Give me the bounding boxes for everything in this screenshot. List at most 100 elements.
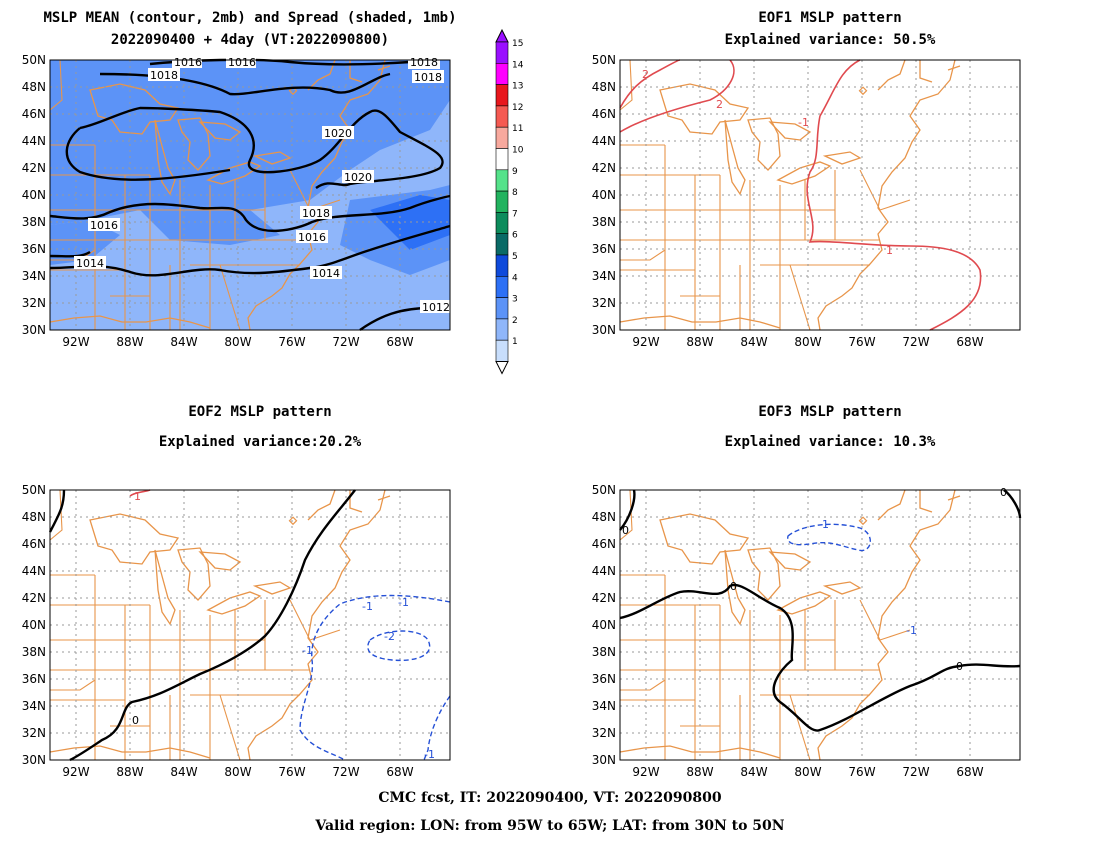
lat-tick-label: 42N [22,591,46,605]
lon-tick-label: 92W [62,335,89,349]
colorbar-swatch [495,190,509,213]
svg-text:1014: 1014 [76,257,104,270]
colorbar-swatch [495,84,509,107]
lat-tick-label: 44N [592,134,616,148]
lat-tick-label: 38N [592,645,616,659]
svg-text:1014: 1014 [312,267,340,280]
lat-tick-label: 34N [22,269,46,283]
svg-text:2: 2 [642,68,649,81]
lat-tick-label: 32N [592,296,616,310]
colorbar-swatch [495,105,509,128]
svg-text:-1: -1 [424,748,435,761]
colorbar-label: 15 [512,39,523,49]
spread-shading-level3b [50,220,120,265]
eof3-lon-ticks: 92W 88W 84W 80W 76W 72W 68W [632,765,983,779]
lat-tick-label: 50N [22,53,46,67]
colorbar-swatch [495,212,509,234]
eof2-lat-ticks: 50N 48N 46N 44N 42N 40N 38N 36N 34N 32N 30N [22,483,46,767]
lat-tick-label: 36N [592,672,616,686]
colorbar-swatch [495,318,509,341]
lat-tick-label: 40N [592,188,616,202]
lon-tick-label: 68W [956,335,983,349]
svg-text:1020: 1020 [344,171,372,184]
lat-tick-label: 40N [592,618,616,632]
lon-tick-label: 72W [332,765,359,779]
colorbar-label: 6 [512,231,518,241]
lat-tick-label: 46N [22,537,46,551]
mean-contour-labels: 1016 1016 1018 1018 1018 1020 1020 1018 … [74,56,452,314]
eof3-lat-ticks: 50N 48N 46N 44N 42N 40N 38N 36N 34N 32N 30N [592,483,616,767]
lat-tick-label: 44N [22,134,46,148]
colorbar-swatch [495,233,509,256]
svg-text:0: 0 [956,660,963,673]
svg-text:2: 2 [716,98,723,111]
lat-tick-label: 50N [592,53,616,67]
lat-tick-label: 36N [22,242,46,256]
mean-lat-ticks: 50N 48N 46N 44N 42N 40N 38N 36N 34N 32N 30N [22,53,46,337]
colorbar-label: 11 [512,124,523,134]
colorbar-top-arrow [495,28,509,43]
mean-map: 1016 1016 1018 1018 1018 1020 1020 1018 … [22,53,452,349]
lon-tick-label: 80W [794,335,821,349]
svg-text:1012: 1012 [422,301,450,314]
colorbar-swatch [495,62,509,85]
svg-text:1018: 1018 [150,69,178,82]
eof3-title: EOF3 MSLP pattern Explained variance: 10… [630,404,1030,450]
colorbar: 15 14 13 12 11 10 9 8 7 6 5 4 3 2 1 [495,28,524,375]
eof3-title-line1: EOF3 MSLP pattern [758,404,902,420]
lon-tick-label: 92W [632,335,659,349]
colorbar-swatch [495,41,509,64]
colorbar-label: 8 [512,188,518,198]
footer-line1: CMC fcst, IT: 2022090400, VT: 2022090800 [378,790,722,806]
lat-tick-label: 42N [22,161,46,175]
lon-tick-label: 80W [794,765,821,779]
svg-text:1016: 1016 [90,219,118,232]
eof2-contour-labels: 1 0 -1 -2 -1 -1 -1 [132,490,435,761]
colorbar-label: 14 [512,60,524,70]
footer-line2: Valid region: LON: from 95W to 65W; LAT:… [315,818,785,834]
lon-tick-label: 68W [386,765,413,779]
lat-tick-label: 48N [592,80,616,94]
colorbar-swatch [495,297,509,320]
lon-tick-label: 76W [848,765,875,779]
lat-tick-label: 40N [22,618,46,632]
svg-text:1016: 1016 [228,56,256,69]
lat-tick-label: 40N [22,188,46,202]
lat-tick-label: 32N [592,726,616,740]
svg-text:-1: -1 [906,624,917,637]
svg-text:1020: 1020 [324,127,352,140]
lon-tick-label: 84W [740,765,767,779]
lon-tick-label: 92W [632,765,659,779]
lon-tick-label: 88W [116,335,143,349]
eof1-map: 2 2 -1 1 50N 48N 46N 44N 42N 40N 38N 36N 34N 32N 3… [592,53,1021,349]
colorbar-label: 10 [512,146,524,156]
svg-text:1018: 1018 [410,56,438,69]
colorbar-bottom-arrow [495,361,509,375]
colorbar-swatch [495,254,509,277]
lat-tick-label: 32N [22,726,46,740]
lat-tick-label: 48N [22,80,46,94]
colorbar-swatch [495,169,509,192]
lon-tick-label: 88W [686,335,713,349]
lon-tick-label: 84W [170,335,197,349]
lat-tick-label: 48N [22,510,46,524]
lon-tick-label: 76W [278,335,305,349]
lon-tick-label: 80W [224,765,251,779]
lat-tick-label: 30N [22,753,46,767]
colorbar-label: 5 [512,252,518,262]
lat-tick-label: 30N [22,323,46,337]
svg-text:1: 1 [886,244,893,257]
svg-text:1018: 1018 [414,71,442,84]
mean-lon-ticks: 92W 88W 84W 80W 76W 72W 68W [62,335,413,349]
colorbar-swatch [495,148,509,171]
lon-tick-label: 84W [170,765,197,779]
lon-tick-label: 72W [902,335,929,349]
svg-text:0: 0 [622,524,629,537]
lat-tick-label: 38N [22,645,46,659]
svg-text:0: 0 [1000,486,1007,499]
lat-tick-label: 34N [592,269,616,283]
svg-text:-1: -1 [398,596,409,609]
lat-tick-label: 50N [592,483,616,497]
lat-tick-label: 44N [22,564,46,578]
mean-title: MSLP MEAN (contour, 2mb) and Spread (sha… [10,10,490,48]
